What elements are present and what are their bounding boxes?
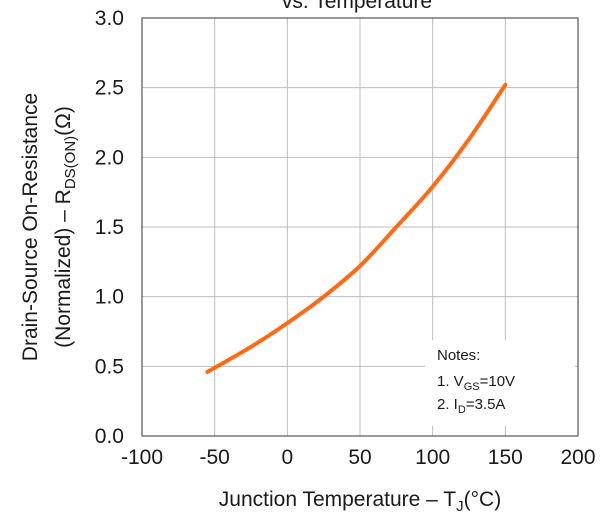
x-tick-label: 150 xyxy=(488,446,523,469)
chart-title: vs. Temperature xyxy=(282,0,432,13)
x-tick-label: -100 xyxy=(121,446,163,469)
x-tick-label: 200 xyxy=(560,446,595,469)
notes-annotation: Notes: 1. VGS=10V 2. ID=3.5A xyxy=(425,340,575,426)
y-axis-label-line1: Drain-Source On-Resistance xyxy=(19,93,42,361)
y-tick-labels: 0.0 0.5 1.0 1.5 2.0 2.5 3.0 xyxy=(95,7,124,448)
notes-background xyxy=(425,340,575,426)
x-axis-label: Junction Temperature – TJ(°C) xyxy=(219,488,501,512)
y-tick-label: 2.0 xyxy=(95,146,124,169)
y-tick-label: 2.5 xyxy=(95,77,124,100)
plot-frame xyxy=(141,17,579,437)
x-tick-label: 100 xyxy=(415,446,450,469)
y-tick-label: 0.5 xyxy=(95,355,124,378)
notes-title: Notes: xyxy=(437,347,480,364)
x-tick-labels: -100 -50 0 50 100 150 200 xyxy=(121,446,596,469)
notes-line-1: 1. VGS=10V xyxy=(437,373,515,393)
y-tick-label: 1.5 xyxy=(95,216,124,239)
x-tick-label: -50 xyxy=(199,446,229,469)
notes-line-2: 2. ID=3.5A xyxy=(437,396,505,416)
x-tick-label: 0 xyxy=(281,446,293,469)
y-tick-label: 0.0 xyxy=(95,425,124,448)
y-tick-label: 3.0 xyxy=(95,7,124,30)
series-line xyxy=(205,82,508,374)
y-axis-label-line2: (Normalized) – RDS(ON)(Ω) xyxy=(52,106,79,348)
y-tick-label: 1.0 xyxy=(95,286,124,309)
x-tick-label: 50 xyxy=(348,446,371,469)
